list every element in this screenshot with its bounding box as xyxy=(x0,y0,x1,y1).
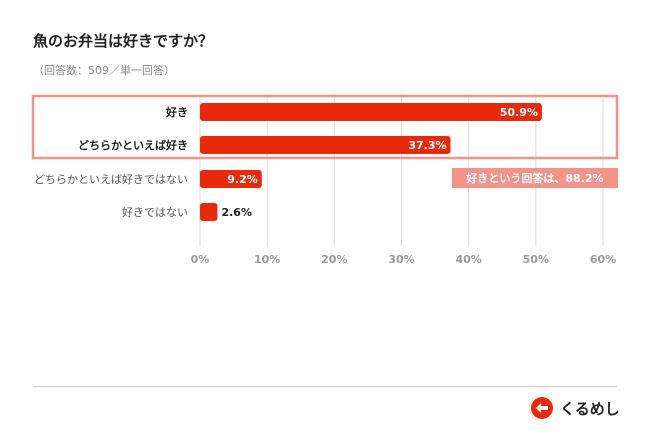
callout-text: 好きという回答は、88.2% xyxy=(465,171,603,185)
x-tick-label: 30% xyxy=(388,253,414,266)
category-label: 好きではない xyxy=(122,205,188,219)
data-label: 9.2% xyxy=(227,173,258,186)
x-tick-label: 50% xyxy=(523,253,549,266)
chart-subtitle: （回答数：509／単一回答） xyxy=(33,64,175,77)
bar xyxy=(200,103,542,121)
highlight-box xyxy=(31,94,619,160)
x-tick-label: 60% xyxy=(590,253,616,266)
footer-divider xyxy=(33,386,617,387)
data-label: 37.3% xyxy=(408,139,446,152)
category-label: どちらかといえば好き xyxy=(78,138,188,152)
bar xyxy=(200,136,451,154)
category-label: 好き xyxy=(165,105,188,119)
bar-chart: 0% 10% 20% 30% 40% 50% 60% 好き 50.9% どちらかといえば好き 37.… xyxy=(31,94,619,266)
data-label: 50.9% xyxy=(500,106,538,119)
x-tick-label: 0% xyxy=(191,253,210,266)
kurumeshi-logo-icon xyxy=(531,397,553,419)
brand-name: くるめし xyxy=(560,399,620,418)
bar xyxy=(200,203,218,221)
x-tick-label: 40% xyxy=(455,253,481,266)
chart-title: 魚のお弁当は好きですか？ xyxy=(33,32,214,50)
callout-badge xyxy=(452,168,618,188)
x-tick-label: 20% xyxy=(321,253,347,266)
x-tick-label: 10% xyxy=(254,253,280,266)
data-label: 2.6% xyxy=(221,206,252,219)
brand-logo: くるめし xyxy=(530,396,620,420)
bar xyxy=(200,170,262,188)
category-label: どちらかといえば好きではない xyxy=(34,172,188,186)
